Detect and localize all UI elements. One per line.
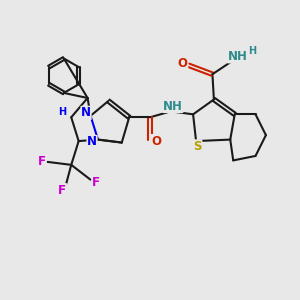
- Text: H: H: [248, 46, 256, 56]
- Text: O: O: [178, 57, 188, 70]
- Text: S: S: [193, 140, 202, 153]
- Text: F: F: [38, 155, 46, 168]
- Text: H: H: [58, 107, 66, 117]
- Text: F: F: [92, 176, 100, 189]
- Text: N: N: [81, 106, 91, 119]
- Text: N: N: [87, 136, 97, 148]
- Text: O: O: [152, 135, 161, 148]
- Text: NH: NH: [228, 50, 247, 63]
- Text: F: F: [58, 184, 66, 196]
- Text: NH: NH: [163, 100, 183, 112]
